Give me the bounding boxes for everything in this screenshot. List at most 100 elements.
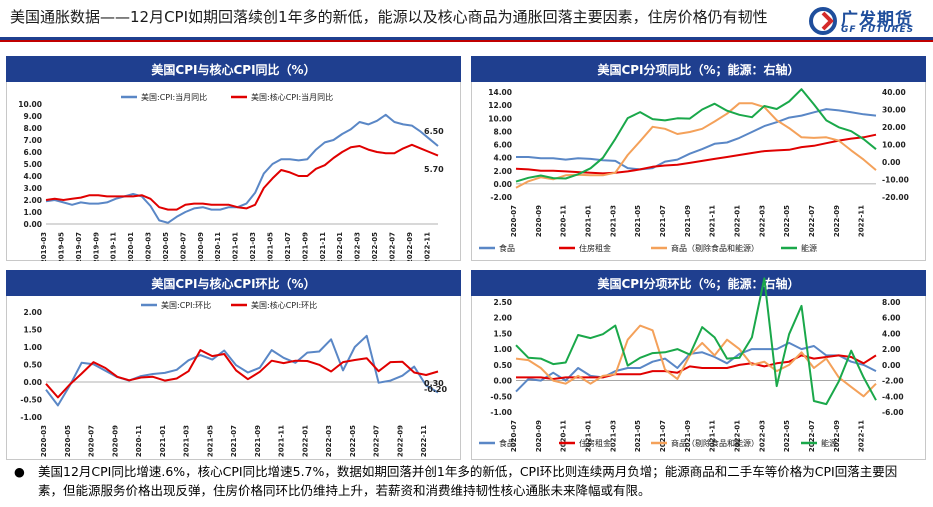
data-label: 5.70: [424, 165, 444, 174]
x-tick-label: 2021-03: [609, 420, 617, 452]
y2-tick-label: 40.00: [882, 88, 906, 97]
chart-frame: [471, 270, 926, 460]
bullet-dot-icon: ●: [14, 464, 25, 479]
y-tick-label: 2.00: [23, 308, 42, 317]
y2-tick-label: 10.00: [882, 141, 906, 150]
x-tick-label: 2021-01: [584, 205, 592, 237]
x-tick-label: 2021-05: [634, 205, 642, 237]
x-tick-label: 2019-11: [110, 232, 118, 261]
x-tick-label: 2020-09: [535, 205, 543, 237]
chart-title-bar: [6, 56, 461, 82]
x-tick-label: 2021-07: [659, 205, 667, 237]
x-tick-label: 2020-03: [145, 232, 153, 261]
x-tick-label: 2022-05: [783, 205, 791, 237]
series-line: [516, 108, 877, 171]
x-tick-label: 2020-09: [535, 420, 543, 452]
logo-en-text: GF FUTURES: [841, 25, 915, 35]
y-tick-label: 0.00: [23, 220, 42, 229]
y-tick-label: -0.50: [20, 396, 42, 405]
x-tick-label: 2021-07: [230, 425, 238, 457]
x-tick-label: 2021-03: [183, 425, 191, 457]
x-tick-label: 2022-11: [858, 205, 866, 237]
legend-label: 美国:CPI:当月同比: [141, 92, 207, 102]
data-label: 6.50: [424, 127, 444, 136]
legend-label: 能源: [801, 243, 817, 253]
x-tick-label: 2020-07: [179, 232, 187, 261]
y-tick-label: -2.00: [490, 193, 512, 202]
chart-frame: [6, 270, 461, 460]
y2-tick-label: 0.00: [882, 158, 901, 167]
x-tick-label: 2020-07: [510, 205, 518, 237]
series-line: [515, 341, 877, 393]
series-line: [45, 334, 439, 407]
x-tick-label: 2021-01: [232, 232, 240, 261]
series-line: [515, 133, 877, 175]
chart-cpi-yoy: 美国CPI与核心CPI同比（%） 0.00 1.00 2.00 3.00 4.00 5.00…: [6, 56, 461, 261]
x-tick-label: 2019-03: [40, 232, 48, 261]
x-tick-label: 2022-09: [833, 420, 841, 452]
y-tick-label: 10.00: [18, 100, 42, 109]
chart-title-bar: [471, 56, 926, 82]
y-tick-label: 10.00: [488, 114, 512, 123]
y-tick-label: 2.50: [493, 298, 512, 307]
chart-cpi-mom: 美国CPI与核心CPI环比（%） -1.00 -0.50 0.00 0.50 1.00 1.…: [6, 270, 461, 460]
x-tick-label: 2020-07: [510, 420, 518, 452]
y-tick-label: 0.50: [493, 361, 512, 370]
x-tick-label: 2019-05: [57, 232, 65, 261]
gf-logo-icon: [809, 7, 837, 35]
y2-tick-label: 4.00: [882, 329, 901, 338]
x-tick-label: 2022-01: [336, 232, 344, 261]
series-line: [45, 349, 439, 399]
x-tick-label: 2021-07: [284, 232, 292, 261]
x-tick-label: 2021-05: [266, 232, 274, 261]
x-tick-label: 2022-09: [833, 205, 841, 237]
x-tick-label: 2022-09: [406, 232, 414, 261]
x-tick-label: 2020-11: [560, 420, 568, 452]
legend-label: 食品: [499, 438, 515, 448]
chart-panel-components-mom: 美国CPI分项环比（%；能源：右轴） -1.00 -0.50 0.00 0.50 1.00…: [471, 270, 926, 475]
y-tick-label: -1.00: [20, 413, 42, 422]
x-tick-label: 2022-05: [349, 425, 357, 457]
series-line: [45, 143, 439, 211]
series-line: [45, 113, 439, 224]
chart-panel-components-yoy: 美国CPI分项同比（%；能源：右轴） -2.00 0.00 2.00 4.00 6.00 8…: [471, 56, 926, 261]
x-tick-label: 2020-07: [88, 425, 96, 457]
y-tick-label: 6.00: [493, 141, 512, 150]
y-tick-label: 2.00: [493, 314, 512, 323]
x-tick-label: 2022-11: [420, 425, 428, 457]
legend-label: 商品（剔除食品和能源）: [671, 438, 759, 448]
series-line: [515, 324, 877, 398]
y2-tick-label: 20.00: [882, 123, 906, 132]
y-tick-label: 0.00: [23, 378, 42, 387]
chart-title: 美国CPI分项环比（%；能源：右轴）: [597, 276, 799, 291]
y2-tick-label: -4.00: [882, 392, 904, 401]
x-tick-label: 2021-07: [659, 420, 667, 452]
x-tick-label: 2021-09: [684, 420, 692, 452]
y-tick-label: 1.00: [493, 345, 512, 354]
x-tick-label: 2020-01: [127, 232, 135, 261]
x-tick-label: 2022-07: [388, 232, 396, 261]
chart-title: 美国CPI分项同比（%；能源：右轴）: [597, 62, 799, 77]
data-label: -0.20: [424, 385, 447, 394]
y-tick-label: 1.00: [23, 343, 42, 352]
y-tick-label: 4.00: [493, 154, 512, 163]
x-tick-label: 2021-09: [254, 425, 262, 457]
y-tick-label: 8.00: [493, 127, 512, 136]
legend-label: 美国:核心CPI:当月同比: [251, 92, 333, 102]
series-line: [515, 88, 877, 183]
x-tick-label: 2021-11: [709, 420, 717, 452]
legend-label: 商品（剔除食品和能源）: [671, 243, 759, 253]
x-tick-label: 2021-11: [709, 205, 717, 237]
logo: 广发期货 GF FUTURES: [809, 5, 927, 37]
x-tick-label: 2022-01: [733, 420, 741, 452]
y-tick-label: 9.00: [23, 112, 42, 121]
x-tick-label: 2022-07: [808, 205, 816, 237]
y-tick-label: 5.00: [23, 160, 42, 169]
y-tick-label: -0.50: [490, 392, 512, 401]
data-label: 0.30: [424, 379, 444, 388]
x-tick-label: 2022-05: [371, 232, 379, 261]
x-tick-label: 2020-11: [560, 205, 568, 237]
chart-components-mom: 美国CPI分项环比（%；能源：右轴） -1.00 -0.50 0.00 0.50 1.00…: [471, 270, 926, 460]
chart-panel-cpi-mom: 美国CPI与核心CPI环比（%） -1.00 -0.50 0.00 0.50 1.00 1.…: [6, 270, 461, 475]
y2-tick-label: 8.00: [882, 298, 901, 307]
